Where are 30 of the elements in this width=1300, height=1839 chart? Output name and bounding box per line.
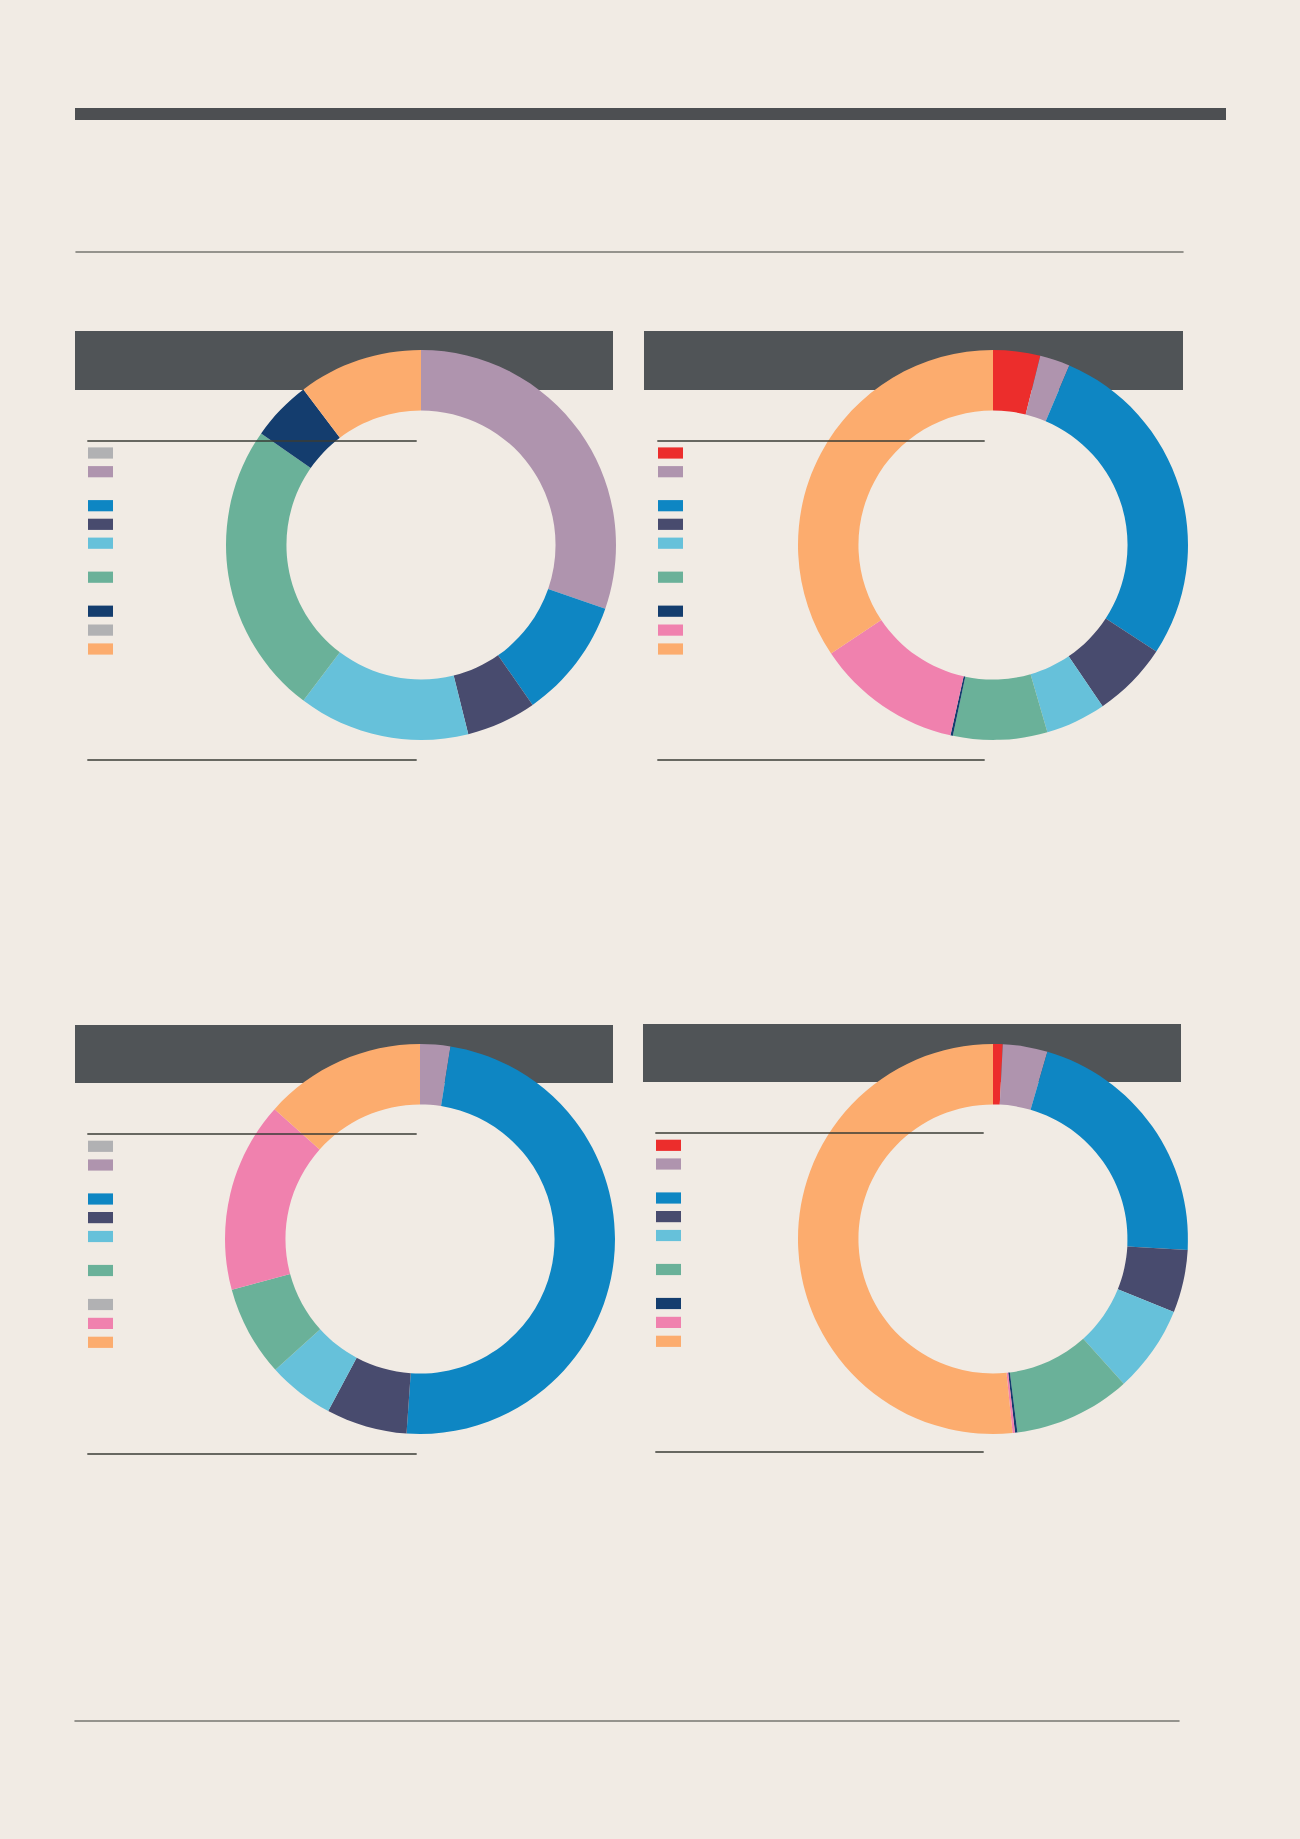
donut-slice: [1068, 618, 1157, 707]
donut-slice: [993, 1044, 1003, 1105]
donut-slice: [798, 1044, 1013, 1434]
donut-slice: [952, 674, 1048, 740]
donut-slice: [421, 350, 616, 609]
donut-slice: [303, 652, 469, 740]
donut-slice: [1030, 656, 1103, 733]
donut-slice: [261, 389, 340, 468]
donut-slice: [1009, 1338, 1124, 1433]
donut-slice: [1030, 1051, 1188, 1251]
donut-slice: [303, 350, 421, 438]
donut-slice: [798, 350, 993, 654]
donut-slice: [1045, 365, 1188, 652]
donut-slice: [406, 1046, 615, 1434]
donut-slice: [226, 433, 340, 701]
donut-slice: [275, 1329, 357, 1412]
donut-slice: [328, 1357, 411, 1434]
donut-slice: [420, 1044, 451, 1107]
donut-slice: [274, 1044, 420, 1150]
donut-slice: [950, 676, 966, 736]
donut-slice: [453, 655, 533, 735]
donut-slice: [1117, 1246, 1188, 1312]
donut-slice: [831, 619, 964, 736]
donut-slice: [1025, 355, 1070, 422]
donut-slice: [993, 350, 1041, 415]
donut-slice: [231, 1274, 321, 1370]
donut-slice: [1083, 1289, 1174, 1384]
donut-slice: [999, 1044, 1048, 1110]
donut-slice: [225, 1109, 320, 1290]
donut-slice: [498, 588, 606, 705]
